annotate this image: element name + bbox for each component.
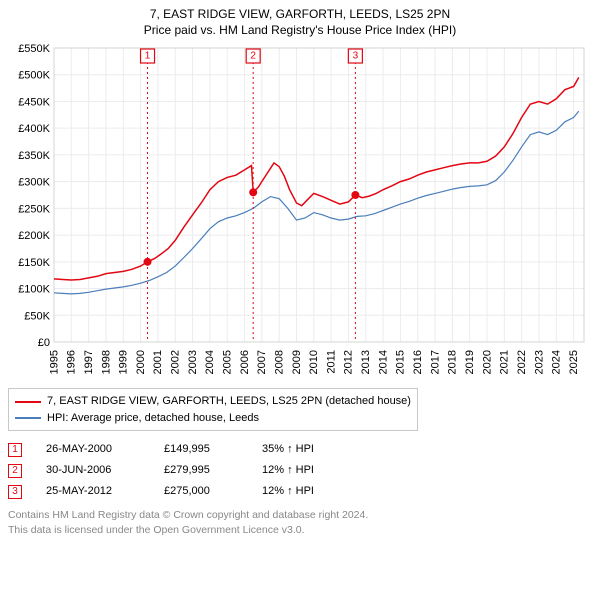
- chart-title-block: 7, EAST RIDGE VIEW, GARFORTH, LEEDS, LS2…: [8, 6, 592, 38]
- footer-attribution: Contains HM Land Registry data © Crown c…: [8, 508, 592, 537]
- legend-row-1: HPI: Average price, detached house, Leed…: [15, 410, 411, 427]
- svg-text:2015: 2015: [395, 350, 407, 374]
- svg-text:£450K: £450K: [18, 97, 50, 109]
- svg-text:2006: 2006: [239, 350, 251, 374]
- svg-text:2008: 2008: [273, 350, 285, 374]
- legend: 7, EAST RIDGE VIEW, GARFORTH, LEEDS, LS2…: [8, 388, 418, 431]
- transaction-row: 3 25-MAY-2012 £275,000 12% ↑ HPI: [8, 481, 592, 502]
- legend-label: 7, EAST RIDGE VIEW, GARFORTH, LEEDS, LS2…: [47, 393, 411, 410]
- transaction-marker-box: 1: [8, 443, 22, 457]
- svg-text:2016: 2016: [412, 350, 424, 374]
- svg-text:1997: 1997: [83, 350, 95, 374]
- svg-text:£200K: £200K: [18, 230, 50, 242]
- svg-text:£150K: £150K: [18, 257, 50, 269]
- transaction-marker-box: 3: [8, 485, 22, 499]
- legend-swatch: [15, 417, 41, 419]
- marker-num-1: 1: [145, 51, 151, 62]
- marker-dot-3: [352, 192, 359, 199]
- svg-text:£550K: £550K: [18, 43, 50, 55]
- svg-text:£400K: £400K: [18, 124, 50, 136]
- marker-dot-2: [250, 189, 257, 196]
- svg-text:£300K: £300K: [18, 177, 50, 189]
- svg-text:2021: 2021: [499, 350, 511, 374]
- svg-text:1999: 1999: [118, 350, 130, 374]
- svg-text:2013: 2013: [360, 350, 372, 374]
- svg-text:2009: 2009: [291, 350, 303, 374]
- svg-text:1996: 1996: [66, 350, 78, 374]
- footer-line2: This data is licensed under the Open Gov…: [8, 523, 592, 538]
- svg-text:2010: 2010: [308, 350, 320, 374]
- transaction-marker-box: 2: [8, 464, 22, 478]
- svg-text:£50K: £50K: [24, 311, 50, 323]
- svg-text:2001: 2001: [152, 350, 164, 374]
- svg-text:2000: 2000: [135, 350, 147, 374]
- svg-text:2020: 2020: [481, 350, 493, 374]
- chart-title-line1: 7, EAST RIDGE VIEW, GARFORTH, LEEDS, LS2…: [8, 6, 592, 22]
- transaction-date: 30-JUN-2006: [46, 460, 146, 481]
- transaction-price: £279,995: [164, 460, 244, 481]
- chart-svg: £0 £50K £100K £150K £200K £250K £300K £350K £400…: [8, 42, 592, 382]
- svg-text:£100K: £100K: [18, 284, 50, 296]
- transaction-price: £275,000: [164, 481, 244, 502]
- svg-text:2005: 2005: [222, 350, 234, 374]
- transaction-date: 26-MAY-2000: [46, 439, 146, 460]
- svg-text:£0: £0: [38, 337, 50, 349]
- svg-text:2017: 2017: [429, 350, 441, 374]
- svg-text:2023: 2023: [533, 350, 545, 374]
- svg-text:2025: 2025: [568, 350, 580, 374]
- svg-text:2011: 2011: [325, 350, 337, 374]
- svg-text:2002: 2002: [170, 350, 182, 374]
- legend-row-0: 7, EAST RIDGE VIEW, GARFORTH, LEEDS, LS2…: [15, 393, 411, 410]
- svg-text:1998: 1998: [100, 350, 112, 374]
- transaction-pct: 12% ↑ HPI: [262, 481, 352, 502]
- svg-text:2007: 2007: [256, 350, 268, 374]
- transaction-price: £149,995: [164, 439, 244, 460]
- svg-text:2018: 2018: [447, 350, 459, 374]
- series-hpi: [54, 111, 579, 294]
- svg-text:£250K: £250K: [18, 204, 50, 216]
- transaction-pct: 35% ↑ HPI: [262, 439, 352, 460]
- footer-line1: Contains HM Land Registry data © Crown c…: [8, 508, 592, 523]
- svg-text:2022: 2022: [516, 350, 528, 374]
- marker-num-2: 2: [250, 51, 256, 62]
- transactions-table: 1 26-MAY-2000 £149,995 35% ↑ HPI 2 30-JUN-200…: [8, 439, 592, 502]
- marker-num-3: 3: [353, 51, 359, 62]
- svg-text:£350K: £350K: [18, 150, 50, 162]
- transaction-date: 25-MAY-2012: [46, 481, 146, 502]
- legend-swatch: [15, 401, 41, 403]
- transaction-row: 2 30-JUN-2006 £279,995 12% ↑ HPI: [8, 460, 592, 481]
- legend-label: HPI: Average price, detached house, Leed…: [47, 410, 259, 427]
- svg-text:2004: 2004: [204, 350, 216, 374]
- svg-text:£500K: £500K: [18, 70, 50, 82]
- svg-text:2019: 2019: [464, 350, 476, 374]
- svg-text:2024: 2024: [551, 350, 563, 374]
- svg-text:2003: 2003: [187, 350, 199, 374]
- marker-dot-1: [144, 259, 151, 266]
- chart-area: £0 £50K £100K £150K £200K £250K £300K £350K £400…: [8, 42, 592, 382]
- svg-text:2012: 2012: [343, 350, 355, 374]
- svg-text:1995: 1995: [48, 350, 60, 374]
- svg-text:2014: 2014: [377, 350, 389, 374]
- transaction-row: 1 26-MAY-2000 £149,995 35% ↑ HPI: [8, 439, 592, 460]
- transaction-pct: 12% ↑ HPI: [262, 460, 352, 481]
- chart-title-line2: Price paid vs. HM Land Registry's House …: [8, 22, 592, 38]
- series-property: [54, 78, 579, 281]
